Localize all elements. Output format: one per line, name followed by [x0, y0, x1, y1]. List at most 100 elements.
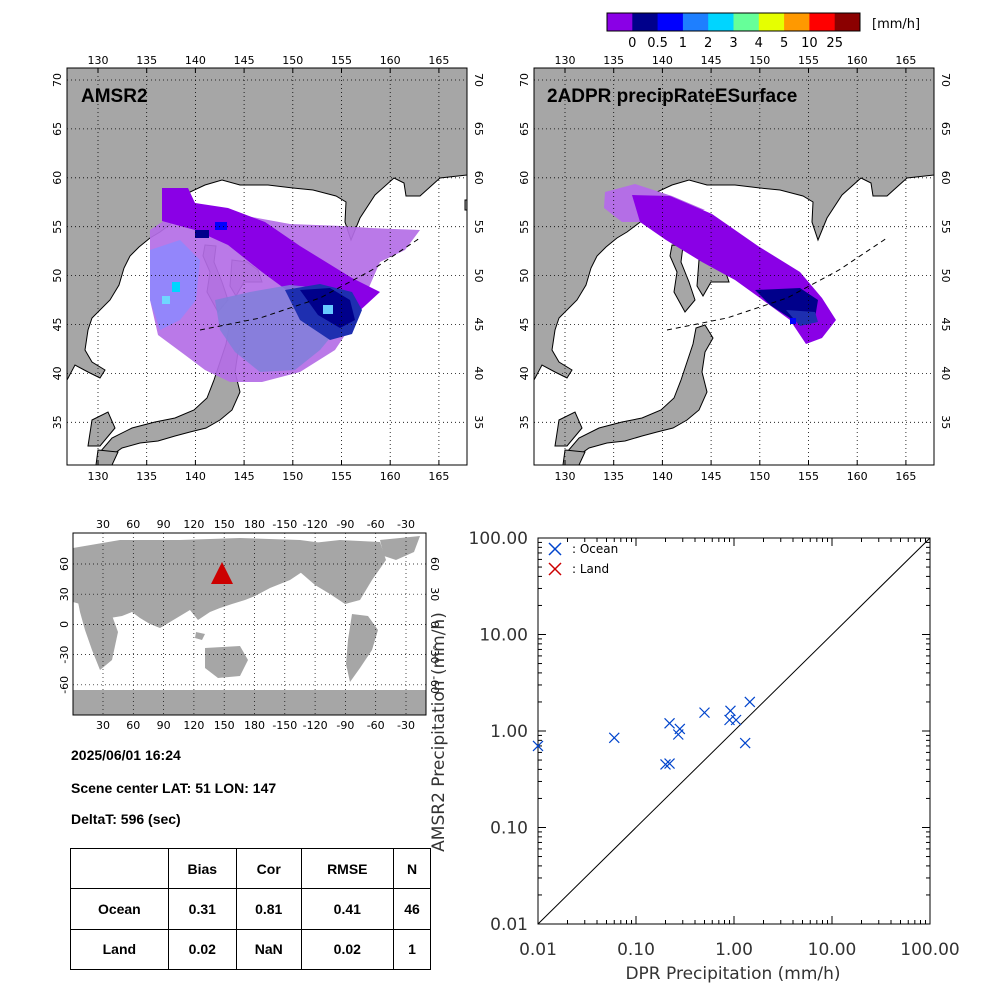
lat-tick-label: 60	[939, 171, 952, 185]
lat-tick-label: 65	[51, 122, 64, 136]
lat-tick-label: 35	[51, 415, 64, 429]
lon-tick-label: 165	[428, 54, 449, 67]
scatter-plot: 0.01 0.01 0.10 0.10 1.00 1.00 10.00 10.00 100.00…	[429, 529, 960, 984]
table-cell: 0.31	[167, 888, 237, 930]
legend-entry: : Land	[548, 562, 609, 576]
map-tick-labels: 130 130 135 135 140 140 145 145 150 150 155 155 160 1…	[518, 54, 952, 483]
world-lat-tick-label: 0	[58, 621, 71, 628]
world-map-frame	[72, 532, 427, 716]
table-cell: 46	[393, 888, 431, 930]
lon-tick-label: 160	[847, 54, 868, 67]
scatter-point	[725, 705, 736, 717]
x-tick-label: 0.10	[617, 940, 655, 960]
colorbar-cell	[632, 13, 659, 31]
y-tick-label: 100.00	[469, 529, 528, 549]
lat-tick-label: 60	[51, 171, 64, 185]
dpr-map-panel: 2ADPR precipRateESurface 130 130 135 135 140…	[518, 54, 952, 483]
world-lon-tick-label: -150	[272, 518, 297, 531]
x-tick-label: 100.00	[900, 940, 959, 960]
world-lat-tick-label: -60	[428, 676, 441, 694]
world-lat-tick-label: 30	[428, 587, 441, 601]
lon-tick-label: 165	[895, 54, 916, 67]
world-lat-tick-label: 60	[428, 557, 441, 571]
lat-tick-label: 35	[939, 415, 952, 429]
colorbar-tick-label: 3	[729, 36, 737, 51]
table-row: Land 0.02 NaN 0.02 1	[70, 928, 431, 971]
legend-label: : Ocean	[572, 542, 618, 556]
dpr-precip-overlay	[604, 184, 836, 344]
colorbar-frame	[606, 12, 861, 32]
lon-tick-label: 150	[282, 470, 303, 483]
lat-tick-label: 60	[472, 171, 485, 185]
map-tick-labels: 130 130 135 135 140 140 145 145 150 150 155 155 160 1…	[51, 54, 485, 483]
colorbar-tick-label: 5	[780, 36, 788, 51]
lon-tick-label: 145	[701, 54, 722, 67]
lat-tick-label: 50	[939, 269, 952, 283]
table-cell: 0.02	[167, 928, 237, 971]
scatter-point	[674, 723, 686, 735]
world-lon-tick-label: 150	[214, 719, 235, 732]
lon-tick-label: 140	[185, 470, 206, 483]
colorbar-tick-label: 0	[628, 36, 636, 51]
world-lon-tick-label: 120	[183, 719, 204, 732]
lat-tick-label: 45	[518, 318, 531, 332]
lon-tick-label: 135	[603, 54, 624, 67]
y-tick-label: 0.10	[490, 819, 528, 839]
amsr2-map-panel: AMSR2 1301301351351401401451451501501551…	[51, 54, 485, 483]
amsr2-precip-overlay	[150, 188, 420, 382]
lon-tick-label: 165	[428, 470, 449, 483]
colorbar-tick-labels: 0 0.5 1 2 3 4 5 10 25	[628, 36, 843, 51]
lat-tick-label: 55	[518, 220, 531, 234]
colorbar-tick-label: 25	[826, 36, 843, 51]
world-tick-labels: 30 30 60 60 90 90 120 120 150 150 180 180 -150 -150 -1…	[58, 518, 441, 732]
world-lon-tick-label: -90	[336, 518, 354, 531]
lat-tick-label: 40	[472, 366, 485, 380]
lon-tick-label: 150	[749, 470, 770, 483]
scene-center: Scene center LAT: 51 LON: 147	[71, 780, 277, 796]
lat-tick-label: 40	[518, 366, 531, 380]
colorbar-cell	[834, 13, 861, 31]
table-header-cell: N	[393, 847, 431, 890]
x-tick-label: 0.01	[519, 940, 557, 960]
lat-tick-label: 65	[472, 122, 485, 136]
lat-tick-label: 70	[51, 73, 64, 87]
scatter-point	[664, 717, 675, 729]
table-row: Ocean 0.31 0.81 0.41 46	[70, 888, 431, 930]
world-lon-tick-label: -90	[336, 719, 354, 732]
world-lat-tick-label: 0	[428, 621, 441, 628]
lon-tick-label: 135	[136, 470, 157, 483]
y-tick-label: 0.01	[490, 915, 528, 935]
lon-tick-label: 145	[234, 470, 255, 483]
world-lon-tick-label: 150	[214, 518, 235, 531]
scatter-point	[532, 740, 544, 752]
legend-label: : Land	[572, 562, 609, 576]
table-header-cell	[70, 847, 169, 890]
world-lon-tick-label: 30	[96, 719, 110, 732]
lon-tick-label: 140	[652, 54, 673, 67]
lon-tick-label: 135	[603, 470, 624, 483]
scatter-point	[660, 759, 671, 770]
lon-tick-label: 140	[185, 54, 206, 67]
lat-tick-label: 35	[472, 415, 485, 429]
lon-tick-label: 155	[331, 470, 352, 483]
lon-tick-label: 160	[847, 470, 868, 483]
lon-tick-label: 155	[331, 54, 352, 67]
colorbar-cell	[682, 13, 709, 31]
scatter-point	[730, 714, 742, 726]
lat-tick-label: 65	[939, 122, 952, 136]
table-cell: NaN	[235, 928, 302, 971]
lon-tick-label: 130	[555, 54, 576, 67]
x-tick-label: 10.00	[808, 940, 857, 960]
lat-tick-label: 55	[51, 220, 64, 234]
lon-tick-label: 150	[749, 54, 770, 67]
lon-tick-label: 160	[380, 54, 401, 67]
world-lat-tick-label: 30	[58, 587, 71, 601]
scatter-point	[739, 737, 751, 749]
world-lat-tick-label: 60	[58, 557, 71, 571]
world-lon-tick-label: 60	[126, 719, 140, 732]
lat-tick-label: 55	[939, 220, 952, 234]
lon-tick-label: 130	[88, 54, 109, 67]
lat-tick-label: 70	[472, 73, 485, 87]
colorbar-cell	[708, 13, 734, 31]
lat-tick-label: 50	[51, 269, 64, 283]
